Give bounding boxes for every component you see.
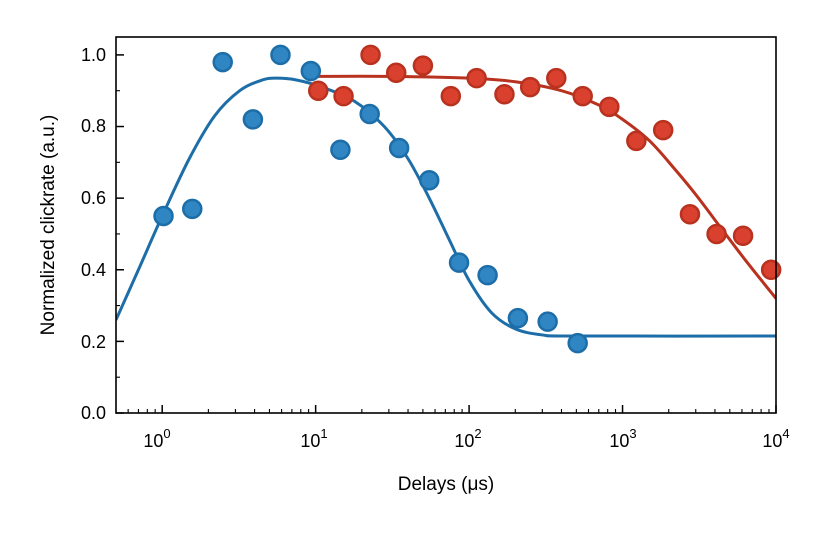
data-point-series-1 <box>732 225 754 246</box>
data-point-series-0 <box>359 103 380 125</box>
data-point-series-0 <box>300 60 322 82</box>
data-points <box>153 44 782 354</box>
data-point-series-0 <box>477 264 498 286</box>
data-point-series-0 <box>388 137 410 159</box>
x-tick-label-0: 100 <box>143 426 170 451</box>
data-point-series-0 <box>330 139 351 161</box>
x-axis-ticks <box>115 405 777 413</box>
data-point-series-1 <box>412 55 434 76</box>
y-axis-title: Normalized clickrate (a.u.) <box>38 115 59 336</box>
data-point-series-1 <box>706 223 727 245</box>
data-point-series-0 <box>212 51 233 73</box>
data-point-series-0 <box>448 252 470 273</box>
y-tick-label-1: 0.2 <box>81 332 106 352</box>
data-point-series-1 <box>652 119 674 141</box>
y-axis-ticks <box>116 54 124 414</box>
data-point-series-0 <box>507 307 529 329</box>
y-tick-label-3: 0.6 <box>81 188 106 208</box>
data-point-series-1 <box>466 67 487 89</box>
plot-frame <box>115 36 777 414</box>
y-tick-label-4: 0.8 <box>81 116 106 136</box>
data-point-series-0 <box>153 205 174 227</box>
x-tick-label-3: 103 <box>609 426 636 451</box>
y-tick-label-0: 0.0 <box>81 403 106 423</box>
data-point-series-1 <box>546 67 567 89</box>
data-point-series-1 <box>440 85 462 107</box>
data-point-series-1 <box>333 85 354 107</box>
data-point-series-0 <box>419 169 440 191</box>
x-tick-label-1: 101 <box>300 426 327 451</box>
data-point-series-1 <box>572 85 593 107</box>
data-point-series-1 <box>626 130 647 152</box>
x-tick-label-4: 104 <box>762 426 789 451</box>
y-tick-label-5: 1.0 <box>81 45 106 65</box>
data-point-series-1 <box>599 96 620 118</box>
y-tick-labels: 0.0 0.2 0.4 0.6 0.8 1.0 <box>81 45 106 423</box>
fit-line-series-1 <box>315 74 776 300</box>
fit-line-series-0 <box>116 76 776 338</box>
data-point-series-1 <box>679 204 701 225</box>
data-point-series-0 <box>242 109 264 130</box>
data-point-series-0 <box>182 198 203 220</box>
data-point-series-1 <box>385 62 407 84</box>
data-point-series-1 <box>360 44 381 66</box>
data-point-series-0 <box>567 332 588 354</box>
data-point-series-1 <box>519 76 541 98</box>
data-point-series-1 <box>308 80 329 101</box>
data-point-series-0 <box>537 311 558 332</box>
data-point-series-1 <box>494 84 515 105</box>
y-tick-label-2: 0.4 <box>81 260 106 280</box>
data-point-series-0 <box>270 44 291 66</box>
x-axis-title: Delays (μs) <box>398 474 494 495</box>
x-tick-labels: 100 101 102 103 104 <box>143 426 789 451</box>
x-tick-label-2: 102 <box>454 426 481 451</box>
fit-curves <box>116 74 776 338</box>
data-point-series-1 <box>760 259 782 281</box>
